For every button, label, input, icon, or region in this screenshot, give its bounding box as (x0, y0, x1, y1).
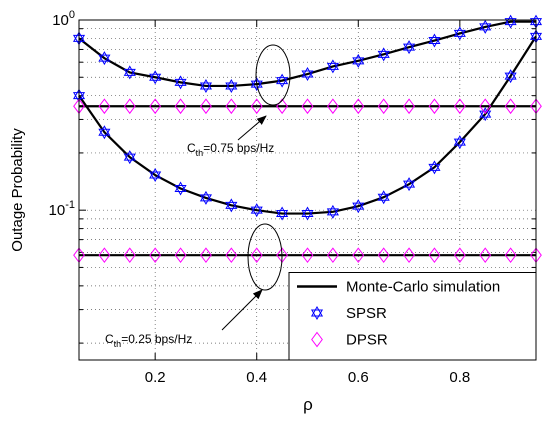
marker (250, 203, 263, 218)
annotation: Cth=0.25 bps/Hz (105, 332, 192, 349)
marker (123, 150, 136, 165)
marker (149, 98, 162, 115)
marker (200, 98, 212, 115)
ellipse (247, 223, 283, 291)
marker (98, 247, 111, 264)
marker (504, 69, 517, 84)
annotation: Cth=0.75 bps/Hz (187, 141, 274, 158)
marker (352, 247, 365, 264)
marker (98, 51, 111, 66)
marker (301, 206, 314, 221)
marker (377, 98, 390, 115)
marker (250, 98, 263, 115)
marker (225, 78, 238, 93)
marker (504, 247, 517, 264)
x-axis-label: ρ (303, 395, 313, 414)
marker (428, 98, 441, 115)
y-tick-label: 100 (52, 9, 75, 29)
marker (123, 98, 136, 115)
y-axis-label: Outage Probability (9, 128, 26, 252)
marker (428, 33, 441, 48)
marker (326, 204, 339, 219)
marker (479, 107, 492, 122)
marker (225, 247, 238, 264)
marker (225, 198, 238, 213)
marker (301, 98, 314, 115)
legend-label: Monte-Carlo simulation (346, 279, 500, 296)
marker (199, 190, 213, 205)
marker (174, 181, 187, 196)
marker (453, 98, 466, 115)
ellipse (255, 44, 291, 106)
arrow (221, 289, 263, 331)
marker (326, 59, 339, 74)
marker (276, 206, 289, 221)
marker (123, 247, 136, 264)
line (78, 35, 537, 215)
marker (149, 70, 162, 85)
marker (453, 135, 466, 150)
marker (200, 247, 212, 264)
marker (149, 247, 162, 264)
marker (377, 247, 390, 264)
marker (301, 247, 314, 264)
marker (479, 247, 492, 264)
marker (98, 98, 111, 115)
marker (377, 47, 390, 62)
marker (301, 67, 314, 82)
legend-label: DPSR (346, 332, 388, 349)
marker (199, 78, 213, 93)
marker (174, 247, 187, 264)
marker (403, 247, 415, 264)
marker (123, 65, 136, 80)
marker (479, 98, 492, 115)
y-tick-label: 10-1 (49, 199, 75, 219)
marker (250, 247, 263, 264)
x-tick-label: 0.6 (348, 369, 369, 386)
marker (327, 247, 339, 264)
arrow (237, 115, 267, 141)
x-tick-label: 0.2 (145, 369, 166, 386)
marker (149, 168, 162, 183)
marker (311, 331, 323, 348)
marker (504, 98, 517, 115)
marker (428, 160, 441, 175)
marker (276, 73, 289, 88)
legend-label: SPSR (346, 305, 387, 322)
marker (403, 98, 415, 115)
marker (327, 98, 339, 115)
marker (479, 19, 492, 34)
x-tick-label: 0.4 (246, 369, 267, 386)
marker (352, 199, 365, 214)
marker (352, 98, 365, 115)
marker (225, 98, 238, 115)
marker (174, 75, 187, 90)
marker (352, 53, 365, 68)
marker (428, 247, 441, 264)
marker (402, 40, 416, 55)
marker (98, 125, 111, 140)
marker (377, 190, 390, 205)
line (78, 20, 536, 88)
marker (402, 177, 416, 192)
x-tick-label: 0.8 (449, 369, 470, 386)
plot-area: Monte-Carlo simulation SPSR DPSR (72, 14, 543, 361)
marker (453, 26, 466, 41)
marker (174, 98, 187, 115)
marker (453, 247, 466, 264)
marker (310, 305, 324, 321)
